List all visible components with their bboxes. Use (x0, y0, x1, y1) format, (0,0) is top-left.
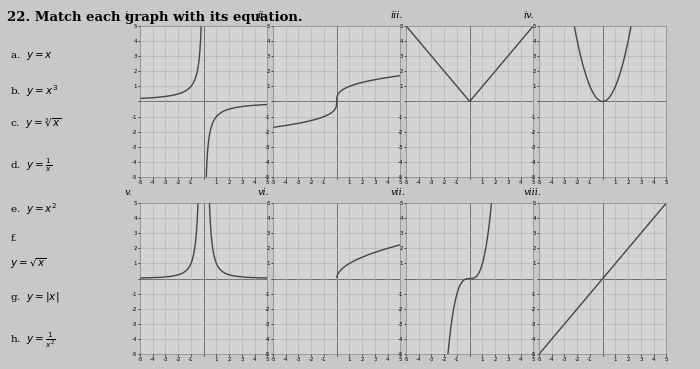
Text: iv.: iv. (524, 11, 534, 20)
Text: iii.: iii. (391, 11, 403, 20)
Text: g.  $y = |x|$: g. $y = |x|$ (10, 290, 60, 304)
Text: b.  $y = x^3$: b. $y = x^3$ (10, 83, 59, 99)
Text: ii.: ii. (258, 11, 267, 20)
Text: v.: v. (125, 188, 132, 197)
Text: a.  $y = x$: a. $y = x$ (10, 50, 54, 62)
Text: viii.: viii. (524, 188, 542, 197)
Text: f.: f. (10, 234, 17, 243)
Text: $y = \sqrt{x}$: $y = \sqrt{x}$ (10, 256, 47, 271)
Text: h.  $y = \frac{1}{x^2}$: h. $y = \frac{1}{x^2}$ (10, 330, 56, 350)
Text: d.  $y = \frac{1}{x}$: d. $y = \frac{1}{x}$ (10, 157, 52, 174)
Text: c.  $y = \sqrt[3]{x}$: c. $y = \sqrt[3]{x}$ (10, 116, 62, 131)
Text: e.  $y = x^2$: e. $y = x^2$ (10, 201, 58, 217)
Text: 22. Match each graph with its equation.: 22. Match each graph with its equation. (7, 11, 302, 24)
Text: vi.: vi. (258, 188, 270, 197)
Text: vii.: vii. (391, 188, 405, 197)
Text: i.: i. (125, 11, 131, 20)
